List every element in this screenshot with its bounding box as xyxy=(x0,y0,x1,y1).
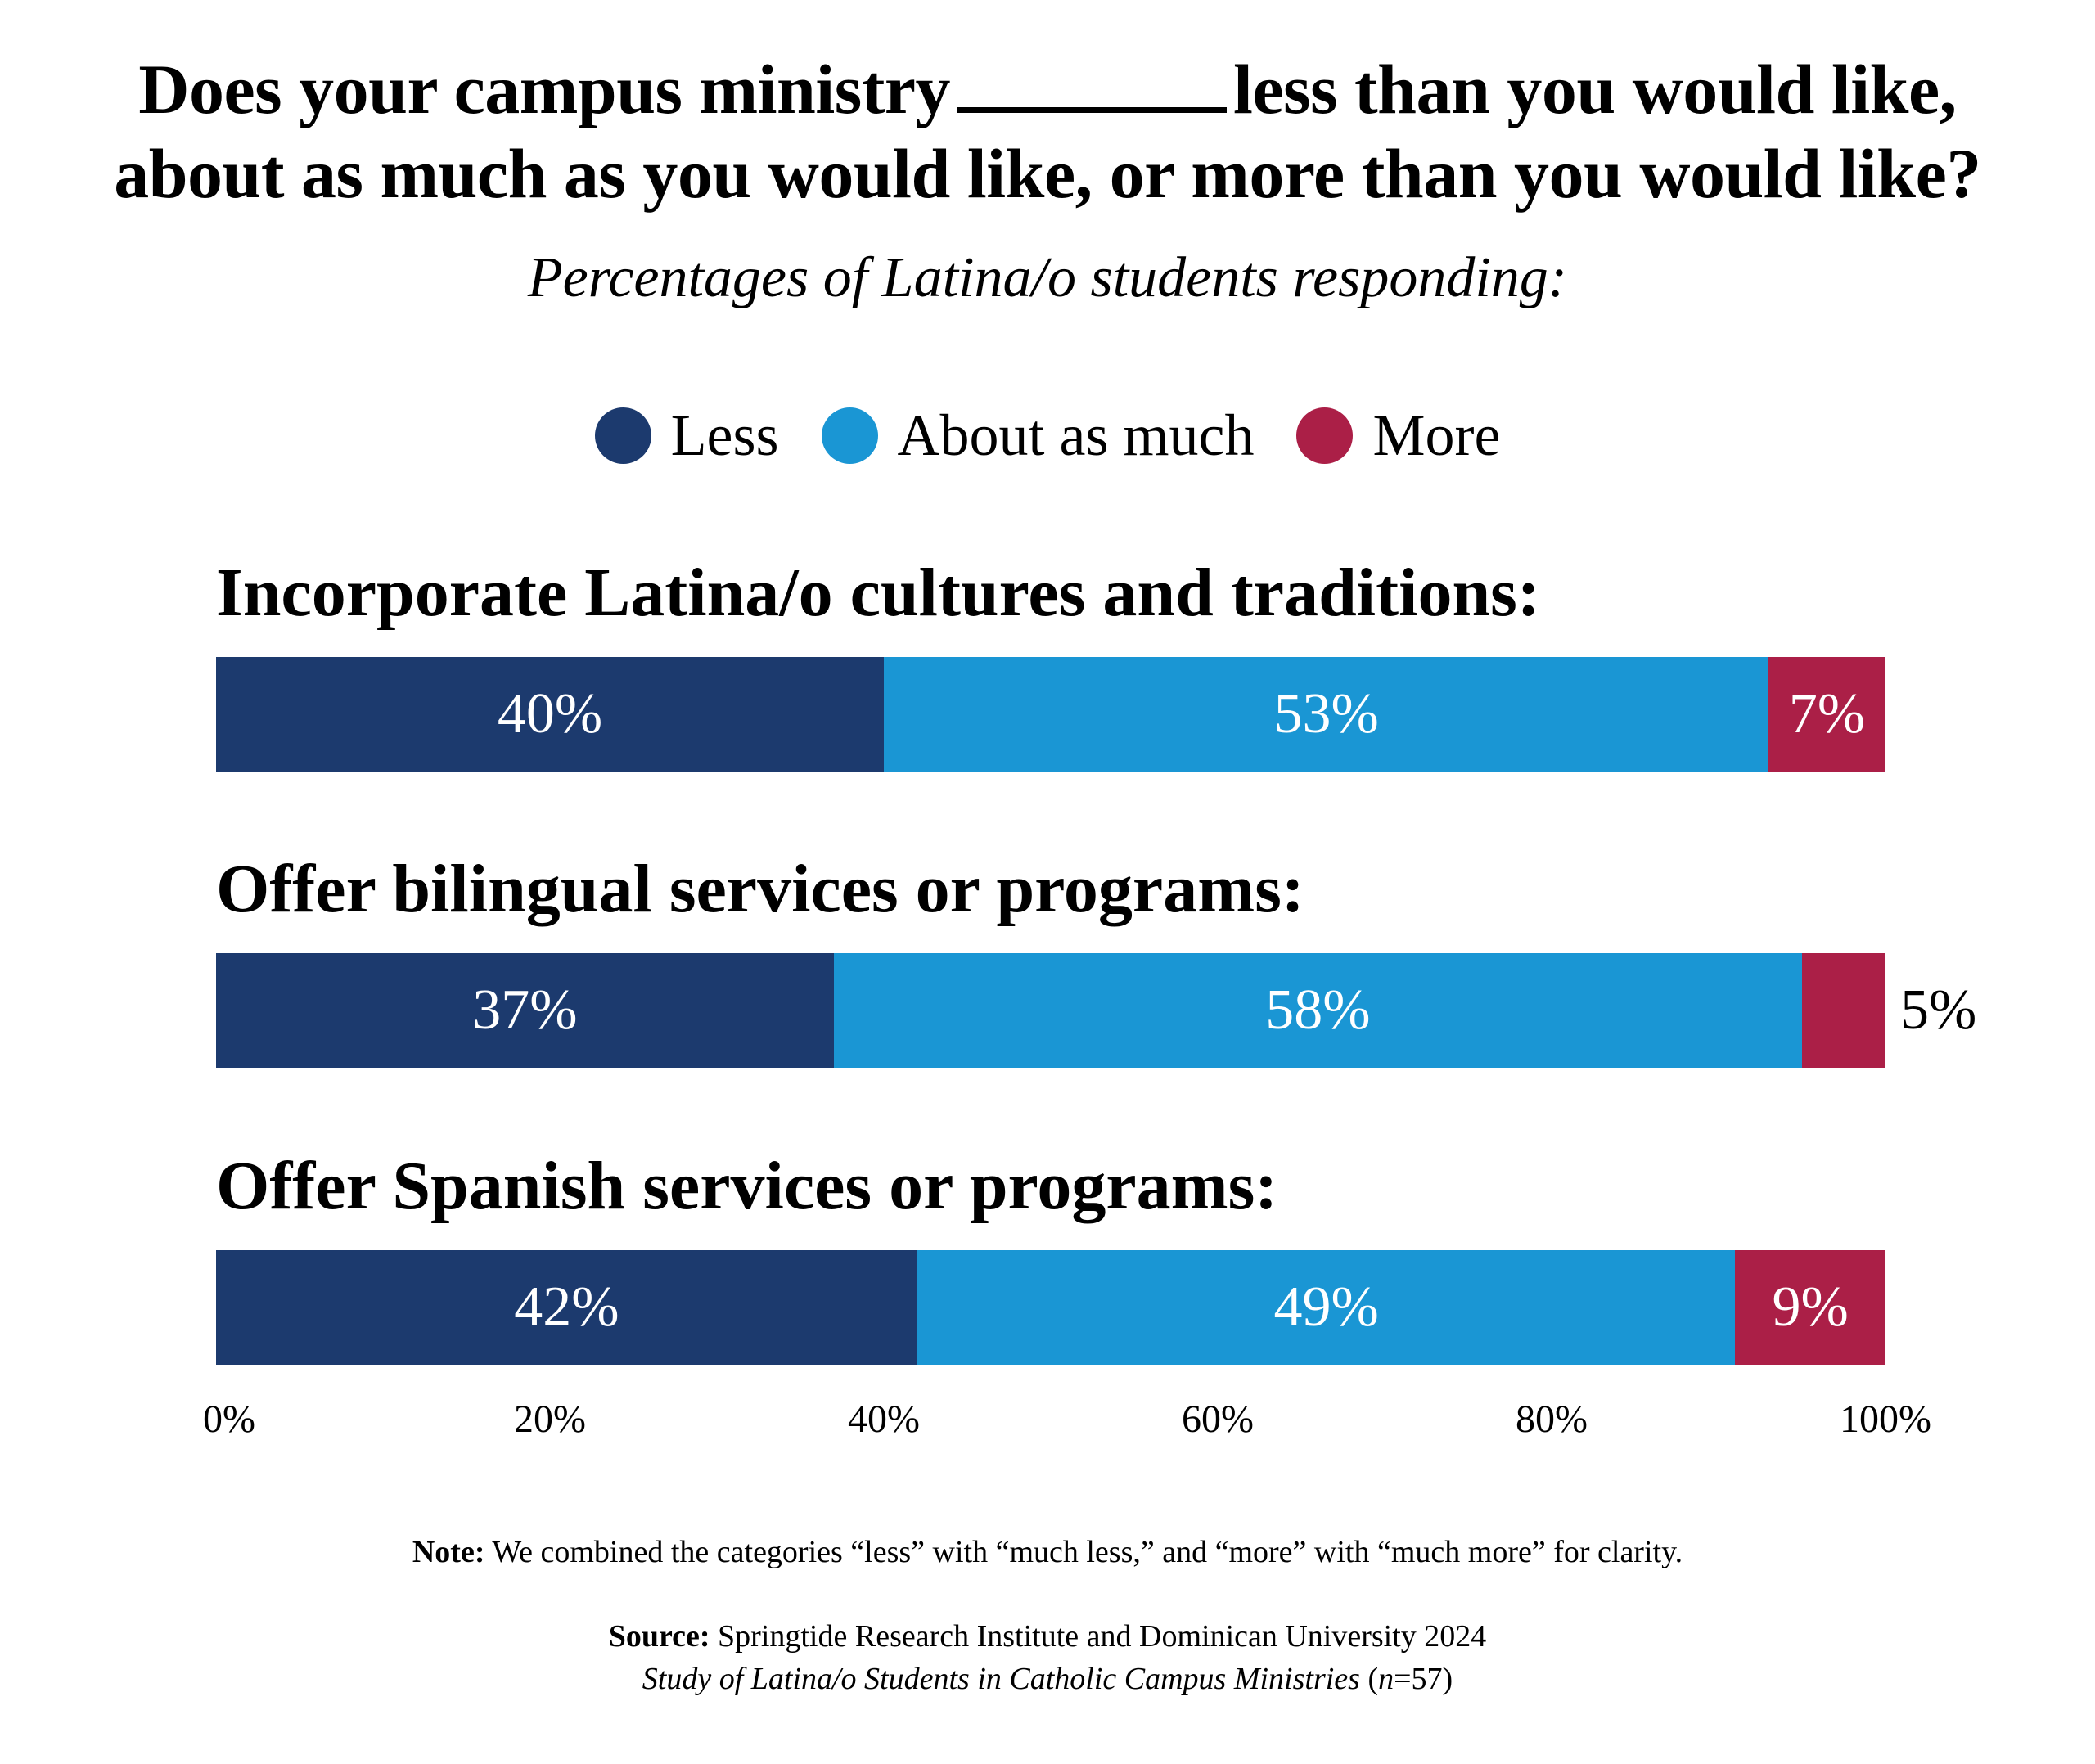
data-label: 58% xyxy=(1265,979,1371,1042)
source-line: Source: Springtide Research Institute an… xyxy=(0,1616,2095,1657)
bar-segment-about-as-much: 58% xyxy=(833,953,1802,1068)
chart-title-line-1: Does your campus ministry less than you w… xyxy=(0,47,2095,132)
data-label: 53% xyxy=(1273,682,1379,745)
x-tick-0: 0% xyxy=(203,1397,255,1441)
legend: Less About as much More xyxy=(0,403,2095,468)
legend-label-more: More xyxy=(1372,403,1501,468)
legend-swatch-more xyxy=(1296,407,1354,464)
x-tick-60: 60% xyxy=(1182,1397,1254,1441)
bar-bilingual: 37% 58% 5% xyxy=(216,953,1976,1068)
source-label: Source: xyxy=(608,1619,710,1654)
study-title: Study of Latina/o Students in Catholic C… xyxy=(642,1662,1360,1696)
bar-segment-more xyxy=(1802,953,1886,1068)
source-text: Springtide Research Institute and Domini… xyxy=(718,1619,1487,1654)
legend-item-more: More xyxy=(1296,403,1500,468)
bar-segment-less: 42% xyxy=(216,1250,917,1365)
study-n-var: n xyxy=(1378,1662,1394,1696)
bar-segment-less: 37% xyxy=(216,953,834,1068)
legend-swatch-about-as-much xyxy=(821,407,878,464)
study-n-open: ( xyxy=(1359,1662,1379,1696)
legend-item-less: Less xyxy=(594,403,779,468)
footnote: Note: We combined the categories “less” … xyxy=(0,1532,2095,1573)
title-text-after-blank: less than you would like, xyxy=(1233,50,1957,128)
x-axis: 0% 20% 40% 60% 80% 100% xyxy=(203,1395,1931,1444)
bar-cultures: 40% 53% 7% xyxy=(216,657,1886,772)
category-label-cultures: Incorporate Latina/o cultures and tradit… xyxy=(216,555,1540,631)
title-text-before-blank: Does your campus ministry xyxy=(138,50,951,128)
bar-segment-more: 9% xyxy=(1735,1250,1886,1365)
bar-segment-more: 7% xyxy=(1768,657,1886,772)
x-tick-80: 80% xyxy=(1516,1397,1588,1441)
data-label: 37% xyxy=(472,979,578,1042)
x-tick-40: 40% xyxy=(848,1397,920,1441)
legend-item-about-as-much: About as much xyxy=(821,403,1255,468)
chart-title: Does your campus ministry less than you w… xyxy=(0,47,2095,216)
data-label: 40% xyxy=(497,682,603,745)
chart-subtitle: Percentages of Latina/o students respond… xyxy=(527,246,1568,309)
data-label: 7% xyxy=(1788,682,1866,745)
chart-title-line-2: about as much as you would like, or more… xyxy=(114,134,1981,213)
legend-label-about-as-much: About as much xyxy=(897,403,1255,468)
data-label: 9% xyxy=(1772,1276,1849,1339)
category-label-spanish: Offer Spanish services or programs: xyxy=(216,1148,1278,1224)
x-tick-100: 100% xyxy=(1840,1397,1931,1441)
data-label: 42% xyxy=(514,1276,619,1339)
category-label-bilingual: Offer bilingual services or programs: xyxy=(216,851,1304,927)
x-tick-20: 20% xyxy=(514,1397,586,1441)
note-text: We combined the categories “less” with “… xyxy=(492,1535,1683,1569)
study-n-rest: =57) xyxy=(1394,1662,1453,1696)
title-blank xyxy=(957,107,1228,113)
data-label: 5% xyxy=(1900,979,1977,1042)
bar-segment-less: 40% xyxy=(216,657,884,772)
bar-segment-about-as-much: 53% xyxy=(884,657,1769,772)
legend-label-less: Less xyxy=(670,403,779,468)
data-label: 49% xyxy=(1273,1276,1379,1339)
bar-spanish: 42% 49% 9% xyxy=(216,1250,1886,1365)
note-label: Note: xyxy=(412,1535,485,1569)
bar-segment-about-as-much: 49% xyxy=(917,1250,1736,1365)
legend-swatch-less xyxy=(594,407,651,464)
study-line: Study of Latina/o Students in Catholic C… xyxy=(0,1658,2095,1699)
